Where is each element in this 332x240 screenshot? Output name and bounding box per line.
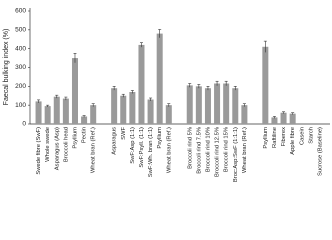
x-tick-label: Pectin [82,127,88,143]
x-tick-label: Wheat bran (Ref.) [242,127,248,173]
error-bar [188,83,192,88]
x-tick-label: Apple fibre [290,127,296,155]
error-bar [206,86,210,91]
bar [214,83,221,124]
bar [186,85,193,124]
bar [165,105,172,124]
bar [271,117,278,124]
y-tick-label: 100 [15,102,26,109]
x-tick-label: Broccoli head [63,127,69,162]
x-tick-label: SWF [121,127,127,140]
x-tick-label: Psyllium [73,127,79,149]
bar [280,112,287,124]
error-bar [242,103,246,107]
y-axis-title: Faecal bulking index (%) [3,29,10,106]
chart: Faecal bulking index (%) 0 100 200 300 400 50… [3,8,330,182]
error-bar [130,90,134,94]
bar [156,33,163,124]
bar [71,58,78,125]
y-tick-label: 200 [15,83,26,90]
x-tick-label: Sucrose (Baseline) [318,127,324,176]
bar [147,99,154,124]
x-tick-label: Whole swede [45,127,51,162]
x-tick-label: Psyllium [263,127,269,149]
error-bar [224,80,228,86]
x-tick-label: SwF:Wh. bran (1:1) [148,127,154,177]
y-tick-label: 500 [15,27,26,34]
x-tick-label: Fiberex [281,127,287,146]
bar [129,91,136,124]
x-tick-label: Broccoli rind 15% [224,127,230,172]
bar [35,101,42,124]
error-bar [46,104,50,108]
error-bar [215,80,219,86]
error-bar [64,96,68,101]
error-bar [263,40,267,53]
error-bar [37,99,41,103]
x-tick-label: Broccoli rind 7.5% [196,127,202,174]
error-bar [272,116,276,119]
bar [262,46,269,124]
error-bar [233,86,237,91]
x-tick-label: Psyllium [157,127,163,149]
x-tick-label: SwF:Asp (1:1) [130,127,136,164]
bar [204,88,211,124]
bar [232,88,239,124]
bar [53,96,60,124]
x-tick-label: Broccoli rind 10% [205,127,211,172]
x-tick-label: Asparagus [112,127,118,155]
y-tick-label: 400 [15,45,26,52]
x-tick-label: Swede fibre (SwF) [36,127,42,175]
x-tick-label: Wheat bran (Ref.) [91,127,97,173]
y-tick-label: 0 [22,121,26,128]
y-tick-label: 300 [15,64,26,71]
error-bar [139,42,143,48]
bar [44,106,51,124]
x-tick-label: Asparagus (Asp) [54,127,60,170]
error-bar [291,112,295,115]
x-tick-label: Wheat bran (Ref.) [166,127,172,173]
error-bar [73,53,77,63]
x-tick-label: Casein [299,127,305,145]
error-bar [158,29,162,38]
bar [289,113,296,124]
bar [120,95,127,124]
error-bar [82,115,86,118]
x-tick-label: SwF:Psyll. (1:1) [139,127,145,168]
x-tick-label: Broccoli rind 12.5% [215,127,221,177]
error-bar [167,103,171,107]
x-tick-label: Raftiline [272,127,278,148]
error-bar [91,103,95,107]
bar [81,116,88,124]
bar [90,105,97,124]
bar [111,88,118,124]
bar [138,44,145,124]
error-bar [121,93,125,98]
error-bar [55,94,59,99]
x-tick-label: Broc:Asp:SwF (1:1:1) [233,127,239,182]
bar [62,98,69,124]
error-bar [112,86,116,91]
y-tick-label: 600 [15,8,26,15]
error-bar [282,111,286,114]
error-bar [197,84,201,89]
x-tick-label: Broccoli rind 5% [187,127,193,169]
x-tick-label: Starch [308,127,314,144]
bar [195,86,202,124]
bar [223,83,230,124]
error-bar [149,97,153,102]
bar [241,105,248,124]
